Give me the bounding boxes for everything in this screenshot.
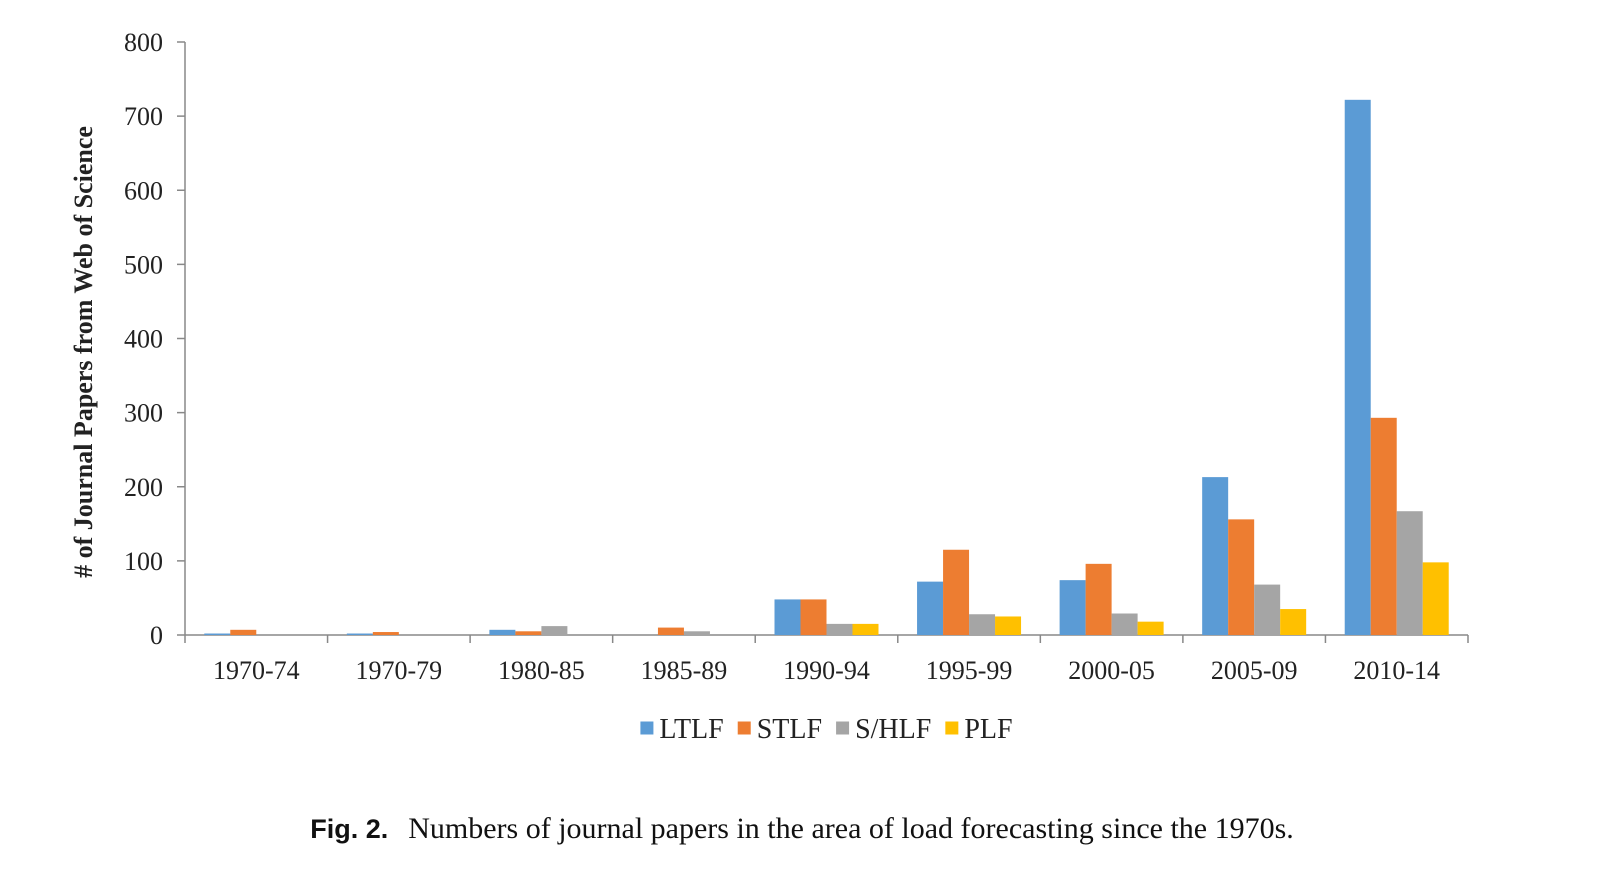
y-tick-label: 600 xyxy=(124,176,163,205)
bar-stlf-1990-94 xyxy=(800,599,827,635)
bar-stlf-1980-85 xyxy=(515,631,542,635)
legend-label: S/HLF xyxy=(855,714,931,745)
bar-plf-2010-14 xyxy=(1422,562,1449,635)
bar-chart: 0 100 200 300 400 500 600 700 800 1970-74 1970-79… xyxy=(69,28,1469,745)
y-tick-label: 0 xyxy=(150,621,163,650)
legend-swatch xyxy=(836,721,850,735)
y-tick-label: 400 xyxy=(124,325,163,354)
bar-s-hlf-1980-85 xyxy=(541,626,568,635)
bar-plf-1995-99 xyxy=(995,616,1022,635)
bar-stlf-2005-09 xyxy=(1228,519,1255,635)
bar-stlf-1970-74 xyxy=(230,629,257,635)
bar-s-hlf-2010-14 xyxy=(1396,511,1423,635)
x-tick-label: 1995-99 xyxy=(926,656,1013,685)
bar-ltlf-1990-94 xyxy=(774,599,801,635)
bar-ltlf-1970-74 xyxy=(204,633,231,635)
bar-s-hlf-2000-05 xyxy=(1111,613,1138,635)
y-axis-label: # of Journal Papers from Web of Science xyxy=(69,126,98,578)
x-tick-label: 2000-05 xyxy=(1068,656,1155,685)
legend-swatch xyxy=(640,721,654,735)
y-tick-label: 100 xyxy=(124,547,163,576)
legend-label: STLF xyxy=(757,714,822,745)
bars xyxy=(204,99,1449,635)
bar-ltlf-2010-14 xyxy=(1344,99,1371,635)
legend: LTLF STLF S/HLF PLF xyxy=(640,714,1013,745)
x-tick-label: 2005-09 xyxy=(1211,656,1298,685)
bar-ltlf-1970-79 xyxy=(346,633,373,635)
legend-label: PLF xyxy=(964,714,1012,745)
y-tick-label: 500 xyxy=(124,250,163,279)
legend-swatch xyxy=(945,721,959,735)
bar-plf-2005-09 xyxy=(1280,609,1307,635)
figure-caption: Fig. 2. Numbers of journal papers in the … xyxy=(0,812,1604,846)
y-axis: 0 100 200 300 400 500 600 700 800 xyxy=(124,28,186,650)
y-tick-label: 300 xyxy=(124,399,163,428)
bar-stlf-2010-14 xyxy=(1370,417,1397,635)
bar-stlf-1985-89 xyxy=(657,627,684,635)
caption-text: Numbers of journal papers in the area of… xyxy=(408,812,1294,845)
y-tick-label: 200 xyxy=(124,473,163,502)
bar-stlf-1970-79 xyxy=(372,632,399,635)
figure-label: Fig. 2. xyxy=(310,814,389,844)
bar-stlf-2000-05 xyxy=(1085,563,1112,635)
x-axis: 1970-74 1970-79 1980-85 1985-89 1990-94 1995-… xyxy=(184,634,1469,685)
bar-plf-1990-94 xyxy=(852,623,879,635)
x-tick-label: 1980-85 xyxy=(498,656,585,685)
bar-ltlf-1995-99 xyxy=(917,581,944,635)
bar-ltlf-1980-85 xyxy=(489,629,516,635)
bar-stlf-1995-99 xyxy=(943,549,970,635)
bar-s-hlf-1985-89 xyxy=(683,631,710,635)
legend-swatch xyxy=(737,721,751,735)
legend-label: LTLF xyxy=(659,714,723,745)
bar-s-hlf-1995-99 xyxy=(969,614,996,635)
bar-s-hlf-2005-09 xyxy=(1254,584,1281,635)
y-tick-label: 700 xyxy=(124,102,163,131)
bar-ltlf-2000-05 xyxy=(1059,580,1086,635)
bar-plf-2000-05 xyxy=(1137,621,1164,635)
x-tick-label: 2010-14 xyxy=(1353,656,1440,685)
bar-ltlf-2005-09 xyxy=(1202,477,1229,635)
bar-s-hlf-1990-94 xyxy=(826,623,853,635)
x-tick-label: 1970-74 xyxy=(213,656,300,685)
x-tick-label: 1970-79 xyxy=(355,656,442,685)
x-tick-label: 1990-94 xyxy=(783,656,870,685)
x-tick-label: 1985-89 xyxy=(641,656,728,685)
y-tick-label: 800 xyxy=(124,28,163,57)
